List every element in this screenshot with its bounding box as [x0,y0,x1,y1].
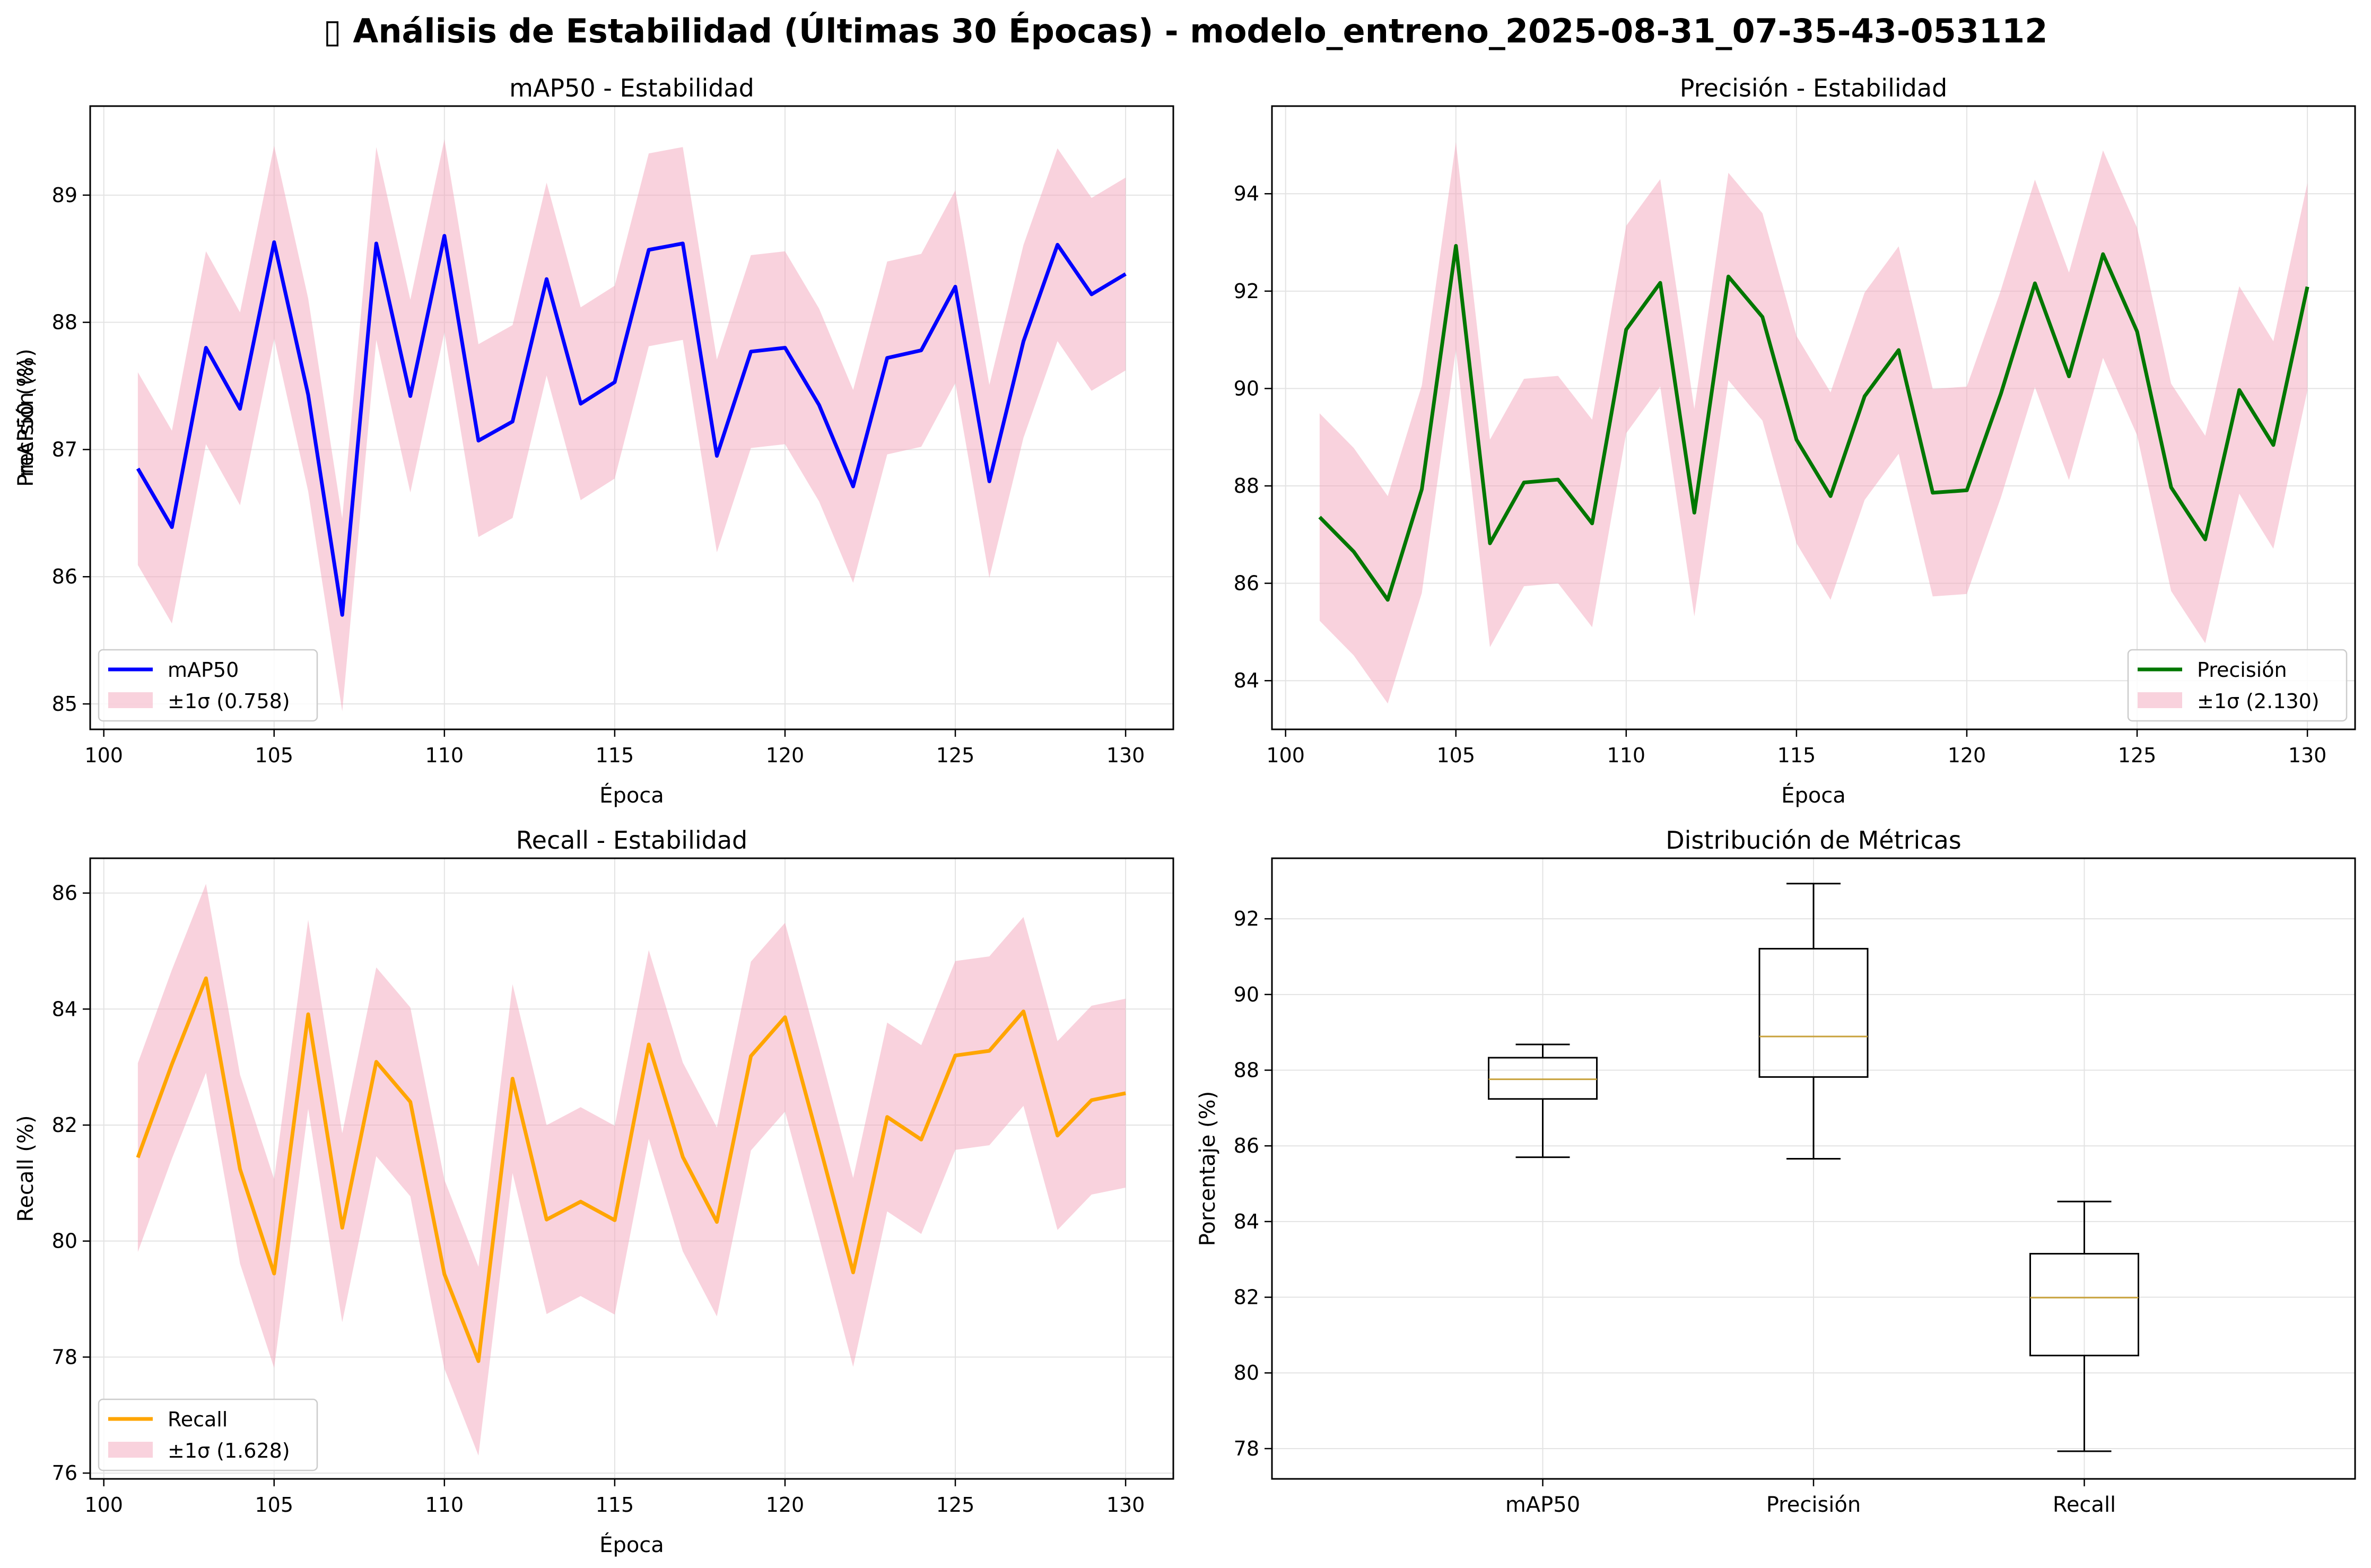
panel-precision: Precisión - Estabilidad 100 105 110 115 120 12… [14,74,2356,808]
y-tick-label: 92 [1234,907,1259,930]
y-axis-label: Precisión (%) [14,349,38,486]
legend-series-label: mAP50 [168,658,239,682]
legend-band-swatch [108,692,153,708]
panel-title: mAP50 - Estabilidad [509,74,754,102]
legend-band-swatch [2138,692,2182,708]
x-tick-label: 100 [1266,744,1305,767]
y-axis-label: Recall (%) [14,1115,38,1222]
legend-band-swatch [108,1442,153,1458]
legend-series-label: Recall [168,1408,228,1431]
y-tick-label: 80 [1234,1361,1259,1384]
x-tick-label: 110 [425,744,464,767]
panel-map50: mAP50 - Estabilidad 100 105 110 115 120 125 130… [14,74,1174,808]
series-line [1318,244,2309,602]
y-tick-label: 88 [52,311,77,334]
y-tick-label: 86 [52,882,77,905]
x-tick-label: 105 [255,1493,293,1517]
legend-band-label: ±1σ (1.628) [168,1439,290,1462]
y-tick-label: 94 [1234,182,1259,205]
panel-distribution: Distribución de Métricas mAP50 Precisión Re… [1196,826,2356,1517]
x-tick-label: 130 [1106,744,1145,767]
legend-box [98,1398,318,1471]
legend-box [98,649,318,722]
axes-frame [1271,857,2356,1480]
x-tick-label: Precisión [1766,1493,1861,1517]
y-tick-label: 84 [52,997,77,1021]
y-tick-label: 82 [52,1113,77,1137]
x-tick-label: 110 [425,1493,464,1517]
legend-series-label: Precisión [2197,658,2287,682]
y-tick-label: 90 [1234,983,1259,1006]
axes-frame [1271,105,2356,730]
series-line [136,234,1127,617]
x-axis-label: Época [599,782,664,808]
x-tick-label: 115 [1777,744,1816,767]
panel-title: Recall - Estabilidad [516,826,747,855]
sigma-band [1319,142,2308,704]
panel-title: Distribución de Métricas [1666,826,1962,855]
panel-recall: Recall - Estabilidad 100 105 110 115 120 125 13… [14,826,1174,1557]
x-tick-label: 130 [1106,1493,1145,1517]
y-tick-label: 85 [52,692,77,716]
x-tick-label: 125 [936,1493,975,1517]
box-iqr [2029,1253,2139,1356]
y-axis-label: Porcentaje (%) [1196,1091,1220,1247]
y-tick-label: 80 [52,1230,77,1253]
sigma-band [137,884,1126,1456]
y-tick-label: 86 [1234,1134,1259,1157]
y-tick-label: 86 [1234,572,1259,595]
x-axis-label: Época [1781,782,1846,808]
sigma-band [137,139,1126,711]
y-tick-label: 88 [1234,1059,1259,1082]
x-tick-label: mAP50 [1505,1493,1580,1517]
x-tick-label: 125 [936,744,975,767]
x-tick-label: 110 [1607,744,1646,767]
y-tick-label: 86 [52,565,77,588]
y-tick-label: 92 [1234,280,1259,303]
x-tick-label: Recall [2053,1493,2116,1517]
x-axis-label: Época [599,1532,664,1557]
axes-frame [89,857,1174,1480]
axes-frame [89,105,1174,730]
legend-band-label: ±1σ (2.130) [2197,690,2320,713]
x-tick-label: 105 [1436,744,1475,767]
y-tick-label: 78 [52,1345,77,1369]
box-iqr [1758,948,1869,1078]
y-tick-label: 84 [1234,1210,1259,1233]
legend-band-label: ±1σ (0.758) [168,690,290,713]
x-tick-label: 100 [84,1493,123,1517]
x-tick-label: 120 [766,1493,805,1517]
x-tick-label: 125 [2118,744,2157,767]
x-tick-label: 120 [1948,744,1986,767]
y-axis-label: mAP50 (%) [14,359,38,477]
x-tick-label: 130 [2288,744,2327,767]
y-tick-label: 76 [52,1461,77,1485]
y-tick-label: 78 [1234,1437,1259,1460]
y-tick-label: 84 [1234,669,1259,692]
y-tick-label: 87 [52,438,77,461]
x-tick-label: 115 [596,1493,634,1517]
box-iqr [1488,1057,1598,1100]
panel-title: Precisión - Estabilidad [1680,74,1947,102]
legend-box [2127,649,2348,722]
y-tick-label: 89 [52,184,77,207]
y-tick-label: 82 [1234,1286,1259,1309]
y-tick-label: 88 [1234,474,1259,498]
x-tick-label: 120 [766,744,805,767]
figure-title: ▯ Análisis de Estabilidad (Últimas 30 Ép… [323,12,2048,50]
x-tick-label: 100 [84,744,123,767]
series-line [136,976,1126,1363]
x-tick-label: 105 [255,744,293,767]
y-tick-label: 90 [1234,377,1259,400]
x-tick-label: 115 [596,744,634,767]
